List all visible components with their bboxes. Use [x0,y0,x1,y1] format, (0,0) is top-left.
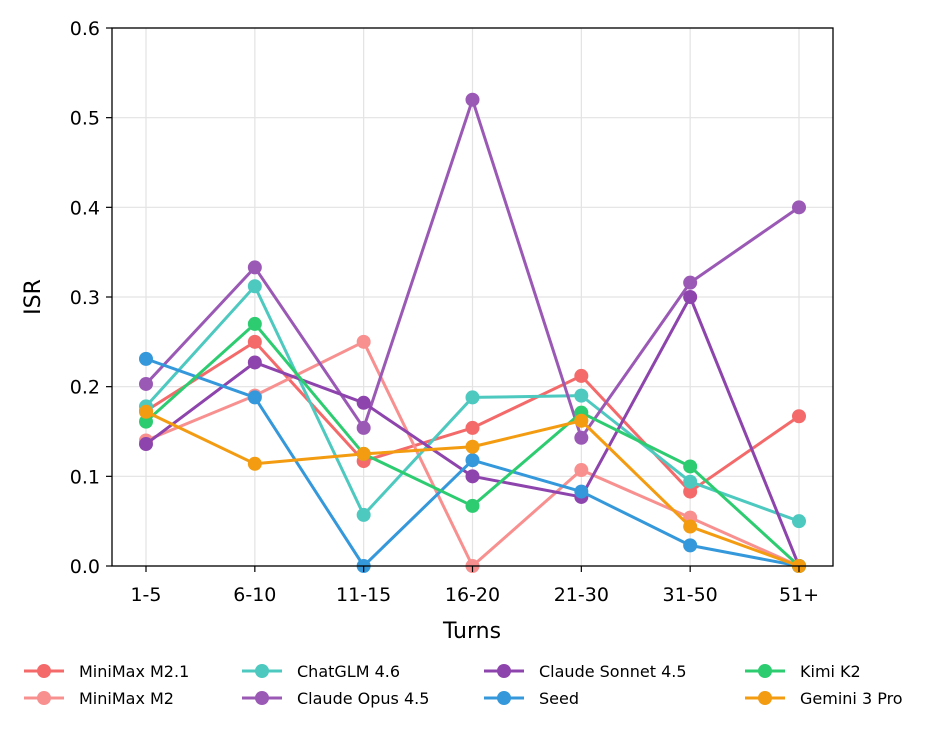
legend-item: Gemini 3 Pro [745,689,903,708]
data-point [683,459,698,474]
data-point [574,484,589,499]
legend-item: Kimi K2 [745,662,861,681]
data-point [465,92,480,107]
y-tick-label: 0.2 [70,377,100,399]
legend-label: Gemini 3 Pro [800,689,903,708]
x-axis-label: Turns [442,619,501,644]
y-tick-label: 0.3 [70,287,100,309]
x-tick-label: 11-15 [336,584,391,606]
data-point [356,446,371,461]
series-lines [139,92,806,573]
legend: MiniMax M2.1 MiniMax M2 ChatGLM 4.6 Claude … [24,662,903,708]
data-point [247,260,262,275]
grid-lines [112,27,833,567]
data-point [247,456,262,471]
data-point [465,469,480,484]
y-tick-label: 0.5 [70,108,100,130]
legend-item: ChatGLM 4.6 [242,662,400,681]
legend-swatch-marker [758,664,772,678]
legend-swatch-marker [255,691,269,705]
data-point [792,409,806,424]
series-gemini-3-pro [139,404,806,573]
data-point [247,334,262,349]
legend-item: Seed [484,689,579,708]
y-tick-label: 0.0 [70,556,100,578]
data-point [683,538,698,553]
y-tick-label: 0.4 [70,197,100,219]
data-point [574,388,589,403]
x-tick-label: 6-10 [233,584,276,606]
data-point [792,514,806,529]
series-chatglm-4-6 [139,279,806,529]
legend-label: Kimi K2 [800,662,861,681]
data-point [139,351,153,366]
legend-label: ChatGLM 4.6 [297,662,400,681]
legend-item: Claude Opus 4.5 [242,689,429,708]
x-tick-label: 1-5 [130,584,161,606]
legend-swatch-marker [497,664,511,678]
data-point [574,463,589,478]
legend-label: MiniMax M2 [79,689,174,708]
x-tick-label: 16-20 [445,584,500,606]
axes: 1-5 6-10 11-15 16-20 21-30 31-50 51+ 0.0 0.1 0.2 0… [70,18,819,606]
data-point [465,498,480,513]
y-tick-label: 0.6 [70,18,100,40]
legend-label: Seed [539,689,579,708]
y-tick-label: 0.1 [70,466,100,488]
legend-item: Claude Sonnet 4.5 [484,662,687,681]
data-point [574,413,589,428]
data-point [574,430,589,445]
data-point [356,395,371,410]
data-point [139,376,153,391]
data-point [683,290,698,304]
data-point [247,355,262,370]
legend-swatch-marker [37,691,51,705]
data-point [574,368,589,383]
x-tick-label: 51+ [779,584,819,606]
legend-label: MiniMax M2.1 [79,662,189,681]
data-point [139,404,153,419]
data-point [139,414,153,429]
y-axis-label: ISR [21,279,46,315]
legend-label: Claude Sonnet 4.5 [539,662,687,681]
data-point [465,390,480,405]
data-point [465,453,480,468]
legend-item: MiniMax M2.1 [24,662,189,681]
data-point [683,275,698,290]
data-point [465,420,480,435]
data-point [683,484,698,499]
data-point [792,200,806,215]
data-point [683,519,698,534]
legend-swatch-marker [255,664,269,678]
legend-label: Claude Opus 4.5 [297,689,429,708]
data-point [247,279,262,294]
data-point [356,334,371,349]
data-point [247,390,262,405]
x-tick-label: 21-30 [554,584,609,606]
legend-swatch-marker [37,664,51,678]
data-point [139,437,153,452]
data-point [683,474,698,489]
legend-swatch-marker [758,691,772,705]
data-point [465,439,480,454]
legend-item: MiniMax M2 [24,689,174,708]
series-claude-opus-4-5 [139,92,806,445]
legend-swatch-marker [497,691,511,705]
data-point [356,420,371,435]
data-point [247,316,262,331]
x-tick-label: 31-50 [663,584,718,606]
data-point [356,507,371,522]
